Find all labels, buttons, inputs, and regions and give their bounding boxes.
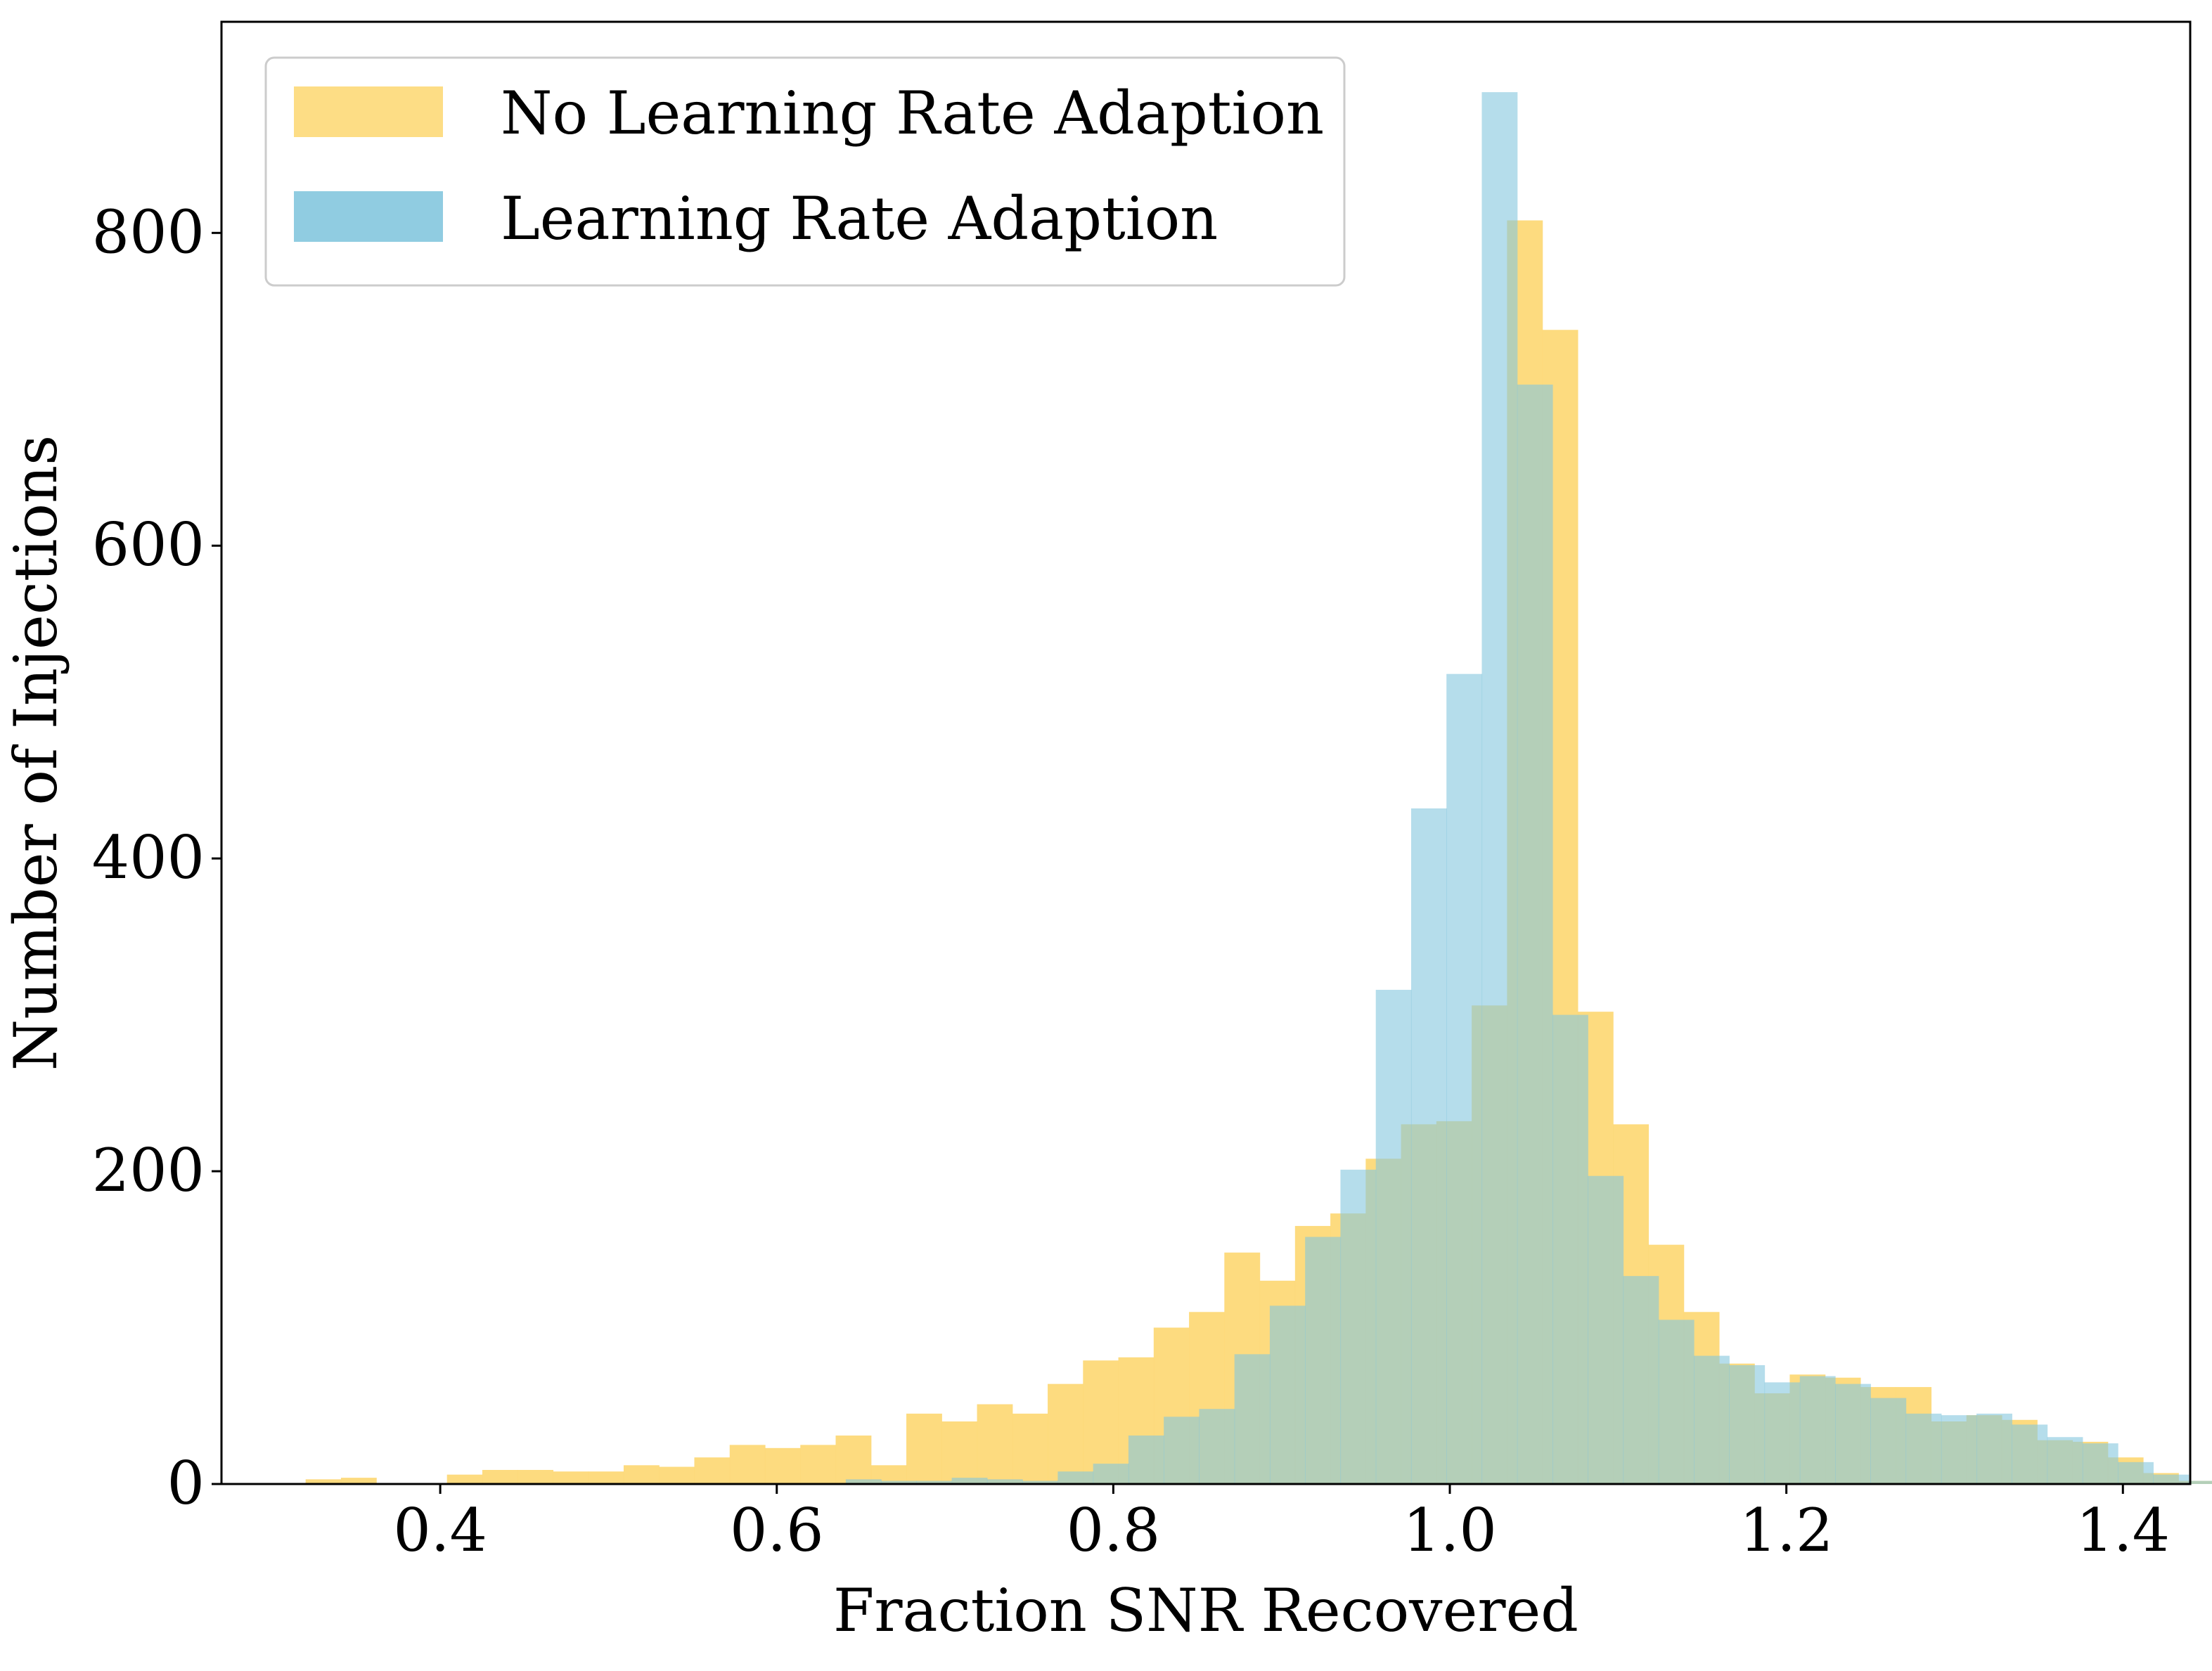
y-tick-label: 800 xyxy=(92,198,205,266)
histogram-bar xyxy=(2153,1474,2190,1484)
histogram-bar xyxy=(1234,1354,1271,1484)
x-tick-label: 1.0 xyxy=(1403,1496,1497,1565)
histogram-bars xyxy=(305,92,2212,1485)
histogram-bar xyxy=(1305,1237,1342,1484)
histogram-bar xyxy=(1083,1360,1119,1484)
histogram-bar xyxy=(446,1474,483,1484)
histogram-bar xyxy=(729,1445,766,1484)
y-tick-label: 200 xyxy=(92,1136,205,1205)
y-axis-label: Number of Injections xyxy=(1,435,70,1071)
histogram-bar xyxy=(1048,1383,1084,1484)
y-tick-label: 600 xyxy=(92,510,205,579)
histogram-bar xyxy=(1022,1480,1059,1484)
histogram-bar xyxy=(1835,1383,1871,1484)
histogram-bar xyxy=(1128,1435,1164,1484)
histogram-bar xyxy=(1199,1409,1235,1484)
histogram-bar xyxy=(1375,990,1412,1484)
legend-swatch-adaption xyxy=(294,191,443,242)
histogram-bar xyxy=(800,1445,837,1484)
histogram-bar xyxy=(1729,1364,1766,1484)
histogram-bar xyxy=(1764,1382,1801,1484)
histogram-bar xyxy=(694,1457,731,1484)
plot-frame xyxy=(220,20,2192,1485)
histogram-bar xyxy=(951,1478,988,1484)
histogram-bar xyxy=(1517,385,1553,1484)
histogram-bar xyxy=(2188,1480,2212,1484)
histogram-bar xyxy=(764,1447,801,1484)
histogram-bar xyxy=(1410,808,1447,1484)
histogram-bar xyxy=(1941,1415,1977,1484)
histogram-bar xyxy=(977,1404,1013,1484)
histogram-bar xyxy=(553,1471,589,1484)
histogram-bar xyxy=(1694,1355,1730,1484)
histogram-bar xyxy=(1012,1413,1048,1484)
legend-swatch-no-adaption xyxy=(294,86,443,137)
legend-label-no-adaption: No Learning Rate Adaption xyxy=(501,79,1324,148)
histogram-bar xyxy=(1905,1413,1942,1484)
histogram-bar xyxy=(623,1465,660,1484)
series-1-bars xyxy=(845,92,2212,1485)
x-tick-label: 0.4 xyxy=(393,1496,487,1565)
histogram-bar xyxy=(1340,1169,1377,1484)
legend-label-adaption: Learning Rate Adaption xyxy=(501,184,1218,253)
y-tick-label: 0 xyxy=(167,1449,205,1518)
histogram-bar xyxy=(1481,92,1518,1485)
x-tick-label: 0.8 xyxy=(1067,1496,1161,1565)
histogram-bar xyxy=(2012,1424,2048,1484)
histogram-bar xyxy=(659,1466,695,1484)
histogram-bar xyxy=(340,1478,377,1484)
histogram-bar xyxy=(1976,1413,2012,1484)
x-tick-label: 0.6 xyxy=(730,1496,824,1565)
x-axis-ticks: 0.4 0.6 0.8 1.0 1.2 1.4 xyxy=(393,1484,2170,1565)
histogram-bar xyxy=(1552,1014,1588,1484)
y-tick-label: 400 xyxy=(92,823,205,892)
histogram-bar xyxy=(1057,1471,1094,1484)
histogram-bar xyxy=(1164,1417,1200,1484)
histogram-bar xyxy=(482,1469,518,1484)
histogram-bar xyxy=(2082,1443,2118,1484)
histogram-bar xyxy=(906,1413,942,1484)
histogram-bar xyxy=(881,1480,917,1484)
histogram-bar xyxy=(1658,1320,1695,1484)
histogram-bar xyxy=(517,1469,554,1484)
x-axis-label: Fraction SNR Recovered xyxy=(833,1576,1578,1645)
legend: No Learning Rate Adaption Learning Rate … xyxy=(264,56,1346,287)
histogram-bar xyxy=(916,1480,953,1484)
histogram-bar xyxy=(845,1479,882,1484)
histogram-bar xyxy=(1623,1276,1659,1484)
histogram-bar xyxy=(588,1471,624,1484)
x-tick-label: 1.4 xyxy=(2076,1496,2170,1565)
histogram-bar xyxy=(1446,673,1483,1485)
x-tick-label: 1.2 xyxy=(1740,1496,1834,1565)
histogram-bar xyxy=(941,1421,978,1484)
histogram-bar xyxy=(1588,1175,1624,1484)
histogram-bar xyxy=(1093,1464,1129,1484)
histogram-bar xyxy=(305,1479,342,1484)
histogram-bar xyxy=(2047,1437,2083,1484)
histogram-bar xyxy=(1870,1398,1907,1484)
histogram-bar xyxy=(2118,1462,2154,1484)
histogram-bar xyxy=(986,1479,1023,1484)
y-axis-ticks: 0 200 400 600 800 xyxy=(92,198,221,1518)
histogram-bar xyxy=(1269,1305,1306,1484)
histogram-bar xyxy=(835,1435,872,1484)
legend-box xyxy=(264,56,1346,287)
histogram-bar xyxy=(1799,1376,1836,1484)
